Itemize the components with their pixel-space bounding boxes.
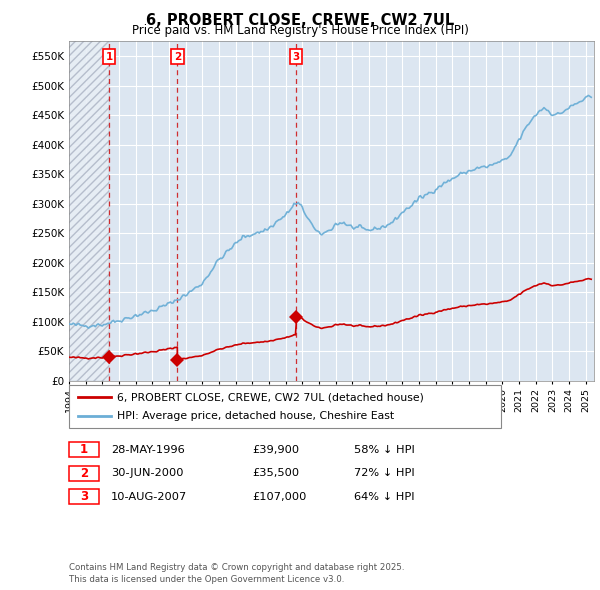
Bar: [69, 41, 109, 381]
Text: 10-AUG-2007: 10-AUG-2007: [111, 492, 187, 502]
Text: 3: 3: [80, 490, 88, 503]
Text: 6, PROBERT CLOSE, CREWE, CW2 7UL (detached house): 6, PROBERT CLOSE, CREWE, CW2 7UL (detach…: [117, 392, 424, 402]
Text: 6, PROBERT CLOSE, CREWE, CW2 7UL: 6, PROBERT CLOSE, CREWE, CW2 7UL: [146, 13, 454, 28]
Text: 1: 1: [106, 51, 113, 61]
Text: Contains HM Land Registry data © Crown copyright and database right 2025.
This d: Contains HM Land Registry data © Crown c…: [69, 563, 404, 584]
Text: 1: 1: [80, 443, 88, 456]
Text: 58% ↓ HPI: 58% ↓ HPI: [354, 445, 415, 454]
Text: £35,500: £35,500: [252, 468, 299, 478]
Text: 3: 3: [292, 51, 299, 61]
Text: 2: 2: [80, 467, 88, 480]
Text: 28-MAY-1996: 28-MAY-1996: [111, 445, 185, 454]
Text: 30-JUN-2000: 30-JUN-2000: [111, 468, 184, 478]
Text: £107,000: £107,000: [252, 492, 307, 502]
Text: 64% ↓ HPI: 64% ↓ HPI: [354, 492, 415, 502]
Text: 72% ↓ HPI: 72% ↓ HPI: [354, 468, 415, 478]
Text: £39,900: £39,900: [252, 445, 299, 454]
Text: Price paid vs. HM Land Registry's House Price Index (HPI): Price paid vs. HM Land Registry's House …: [131, 24, 469, 37]
Text: 2: 2: [174, 51, 181, 61]
Text: HPI: Average price, detached house, Cheshire East: HPI: Average price, detached house, Ches…: [117, 411, 394, 421]
